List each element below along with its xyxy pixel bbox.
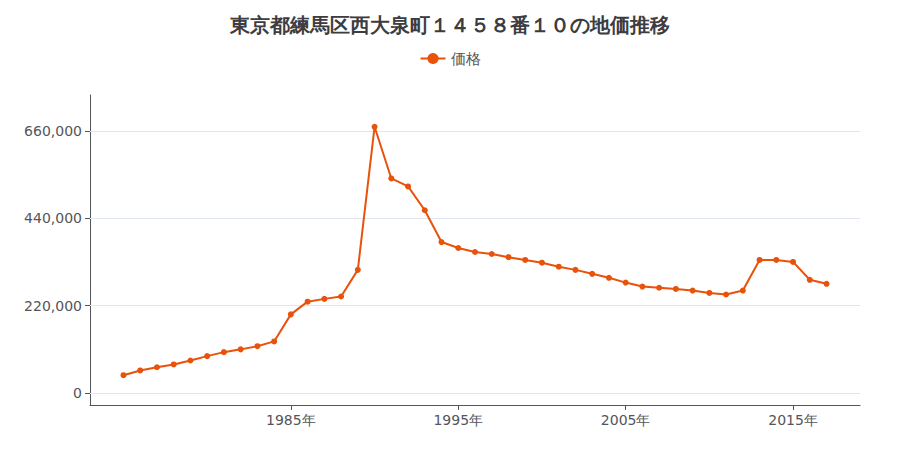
svg-text:220,000: 220,000: [24, 298, 82, 314]
svg-text:東京都練馬区西大泉町１４５８番１０の地価推移: 東京都練馬区西大泉町１４５８番１０の地価推移: [229, 13, 670, 37]
svg-text:440,000: 440,000: [24, 210, 82, 226]
svg-text:1985年: 1985年: [266, 412, 316, 428]
svg-text:価格: 価格: [451, 50, 481, 68]
svg-text:2005年: 2005年: [601, 412, 651, 428]
svg-text:660,000: 660,000: [24, 123, 82, 139]
svg-text:2015年: 2015年: [768, 412, 818, 428]
svg-text:0: 0: [73, 385, 82, 401]
svg-text:1995年: 1995年: [433, 412, 483, 428]
